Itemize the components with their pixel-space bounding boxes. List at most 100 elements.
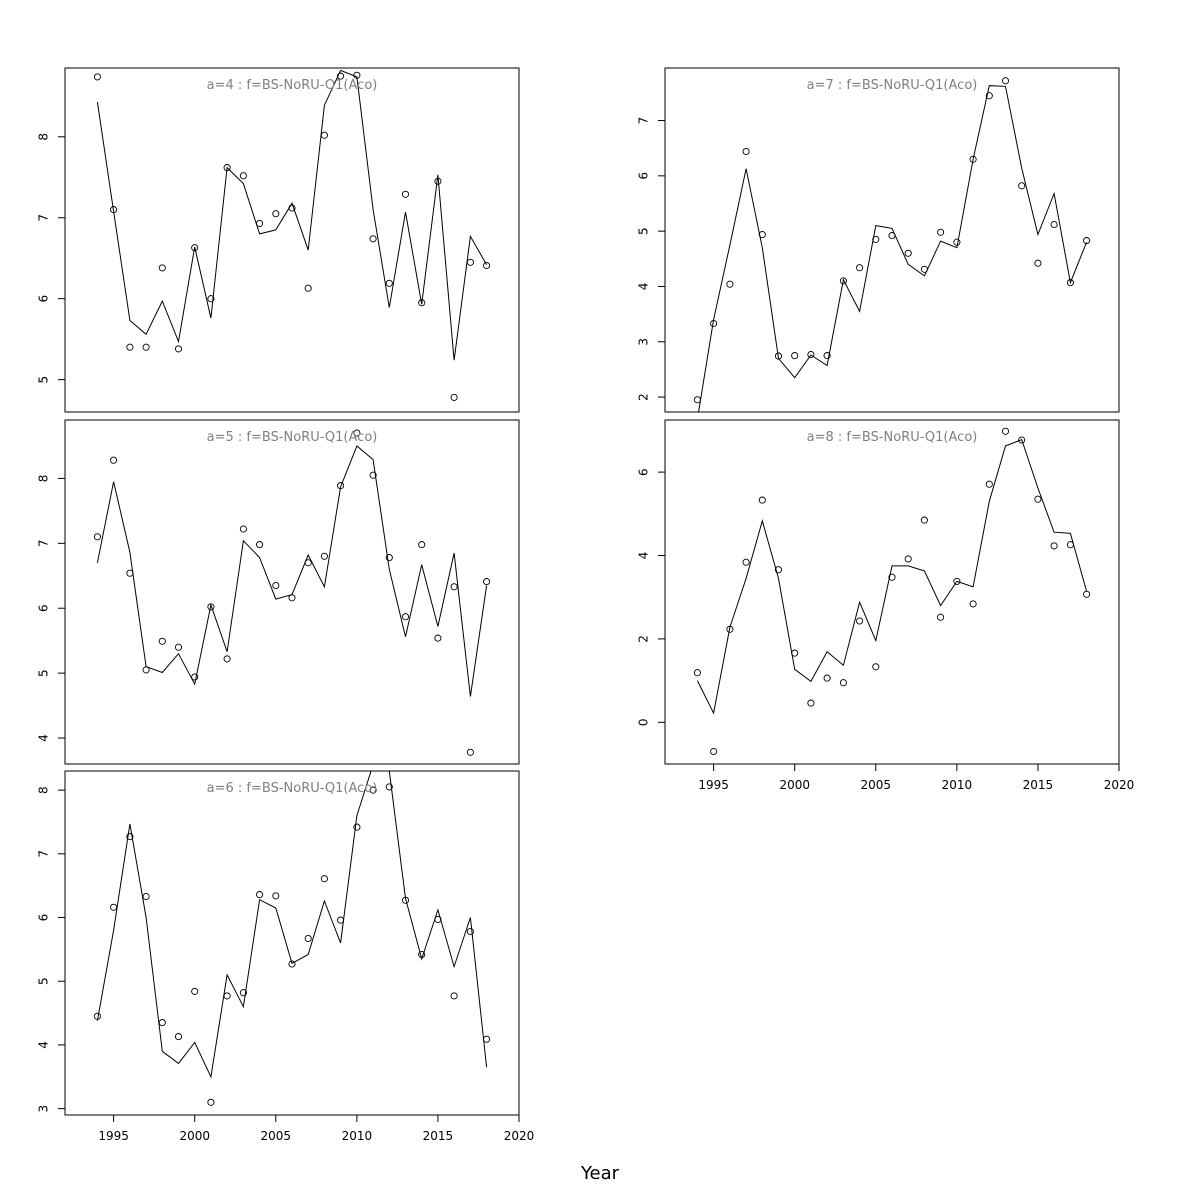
y-tick-label: 6 [637, 468, 651, 476]
x-tick-label: 1995 [98, 1129, 129, 1143]
y-tick-label: 7 [637, 117, 651, 125]
observed-point [466, 748, 474, 756]
observed-point [726, 280, 734, 288]
observed-point [385, 554, 393, 562]
y-tick-label: 5 [37, 376, 51, 384]
panel-title: a=8 : f=BS-NoRU-Q1(Aco) [807, 430, 978, 445]
y-tick-label: 6 [37, 295, 51, 303]
observed-point [239, 989, 247, 997]
y-tick-label: 4 [37, 1041, 51, 1049]
observed-point [1034, 495, 1042, 503]
x-tick-label: 2015 [423, 1129, 454, 1143]
observed-point [450, 393, 458, 401]
observed-point [985, 480, 993, 488]
observed-point [239, 525, 247, 533]
panel-title: a=7 : f=BS-NoRU-Q1(Aco) [807, 78, 978, 93]
plot-frame [664, 419, 1120, 765]
observed-point [872, 663, 880, 671]
observed-point [369, 235, 377, 243]
observed-point [839, 679, 847, 687]
observed-point [839, 277, 847, 285]
observed-point [110, 456, 118, 464]
observed-point [434, 634, 442, 642]
observed-point [304, 284, 312, 292]
x-tick-label: 1995 [698, 778, 729, 792]
observed-point [239, 172, 247, 180]
observed-point [483, 261, 491, 270]
y-tick-label: 7 [37, 540, 51, 548]
observed-point [385, 783, 393, 791]
observed-point [320, 875, 328, 883]
observed-point [856, 264, 864, 272]
y-tick-label: 5 [637, 227, 651, 235]
observed-point [256, 541, 264, 549]
observed-point [969, 600, 977, 608]
y-tick-label: 7 [37, 850, 51, 858]
y-tick-label: 3 [637, 338, 651, 346]
observed-point [256, 891, 264, 899]
y-tick-label: 8 [37, 786, 51, 794]
fitted-line [96, 445, 488, 697]
observed-point [807, 699, 815, 707]
observed-point [174, 1033, 183, 1041]
observed-point [937, 228, 945, 236]
observed-point [953, 577, 961, 585]
observed-point [969, 155, 977, 163]
observed-point [418, 299, 426, 307]
panel-a8: 0 2 4 6 1995 2000 2005 2010 2015 2020 a=8 : f=BS-N… [637, 419, 1134, 792]
observed-point [774, 566, 783, 574]
x-axis-label: Year [580, 1163, 620, 1184]
y-tick-label: 8 [37, 133, 51, 141]
observed-point [742, 147, 750, 156]
observed-point [207, 1098, 215, 1106]
observed-point [693, 669, 701, 677]
panel-title: a=6 : f=BS-NoRU-Q1(Aco) [207, 781, 378, 796]
x-tick-label: 2010 [342, 1129, 373, 1143]
observed-point [142, 343, 150, 351]
observed-point [1001, 427, 1010, 435]
panel-a6: 3 4 5 6 7 8 1995 2000 2005 2010 2015 2020 a=6 : f=BS… [37, 770, 534, 1143]
y-tick-label: 4 [637, 552, 651, 560]
observed-point [174, 345, 183, 353]
observed-point [93, 73, 101, 81]
observed-point [1066, 279, 1074, 287]
observed-point [742, 558, 750, 566]
y-tick-label: 4 [637, 283, 651, 291]
fitted-line [698, 85, 1088, 412]
observed-point [450, 583, 458, 591]
y-tick-label: 8 [37, 475, 51, 483]
observed-point [93, 533, 101, 541]
panel-title: a=4 : f=BS-NoRU-Q1(Aco) [207, 78, 378, 93]
observed-point [823, 352, 831, 360]
observed-point [483, 578, 491, 586]
panel-title: a=5 : f=BS-NoRU-Q1(Aco) [207, 430, 378, 445]
observed-point [353, 429, 361, 437]
observed-point [807, 350, 815, 359]
fitted-line [96, 771, 488, 1079]
observed-point [320, 131, 328, 139]
observed-point [369, 786, 377, 794]
observed-point [904, 555, 912, 563]
observed-point [304, 934, 312, 943]
y-tick-label: 3 [37, 1105, 51, 1113]
observed-point [174, 643, 183, 651]
observed-point [158, 1019, 166, 1027]
observed-point [937, 613, 945, 621]
x-tick-label: 2015 [1023, 778, 1054, 792]
observed-point [466, 258, 474, 266]
observed-point [1050, 220, 1058, 229]
y-tick-label: 7 [37, 214, 51, 222]
observed-point [126, 833, 134, 841]
observed-point [1034, 259, 1042, 267]
observed-point [823, 674, 831, 682]
observed-point [191, 673, 199, 681]
observed-point [353, 823, 361, 831]
observed-point [953, 238, 961, 246]
observed-point [1018, 436, 1026, 444]
observed-point [401, 613, 410, 621]
observed-point [142, 892, 150, 901]
observed-point [288, 960, 296, 968]
observed-point [369, 471, 377, 479]
observed-point [110, 903, 118, 911]
observed-point [450, 992, 458, 1000]
